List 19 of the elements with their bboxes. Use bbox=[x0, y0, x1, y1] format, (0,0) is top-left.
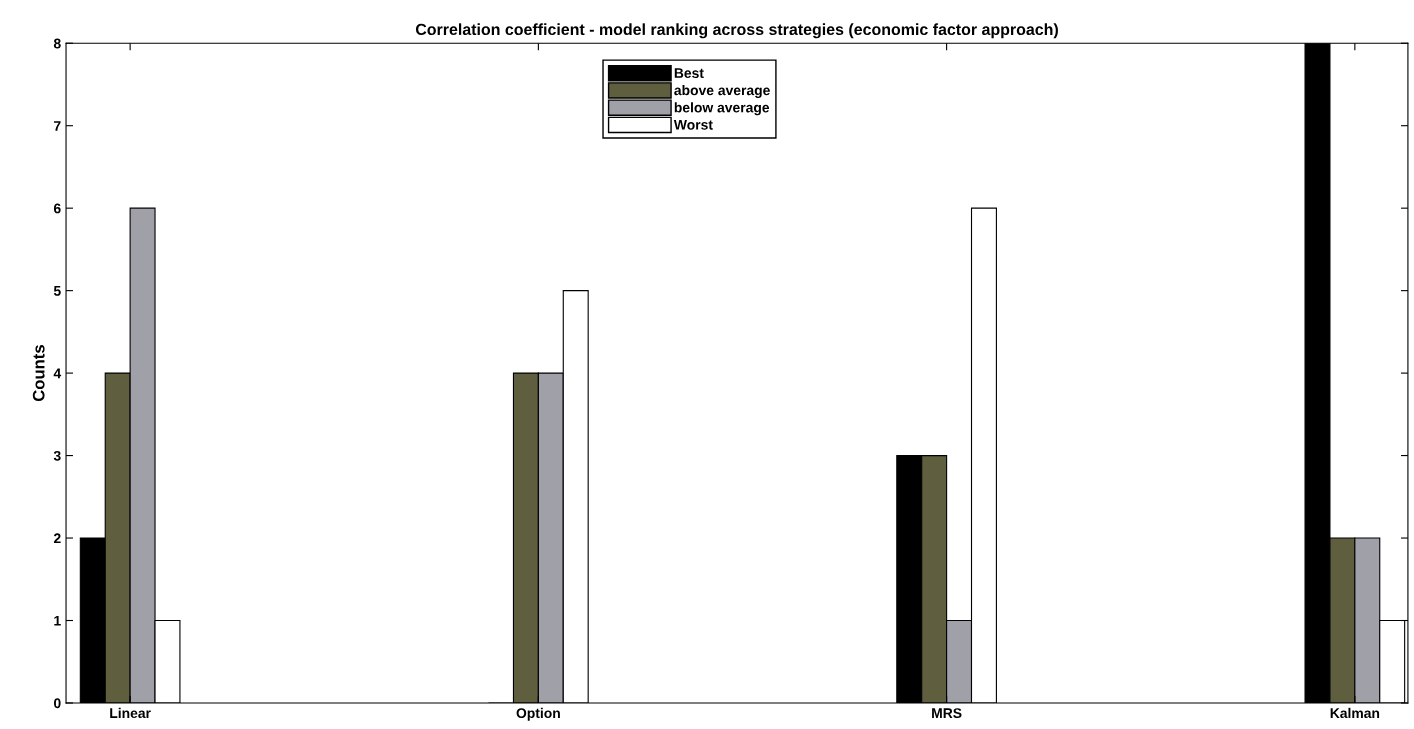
legend-label: below average bbox=[674, 102, 770, 116]
x-tick-label: Kalman bbox=[1330, 707, 1380, 719]
y-tick-label: 4 bbox=[53, 368, 62, 379]
y-tick-label: 6 bbox=[53, 203, 61, 214]
y-tick-label: 1 bbox=[54, 615, 61, 626]
y-tick-label: 2 bbox=[53, 533, 61, 544]
y-tick-label: 3 bbox=[53, 450, 61, 461]
x-tick-label: Linear bbox=[110, 707, 151, 719]
chart-title: Correlation coefficient - model ranking across strategies (economic factor approach) bbox=[415, 23, 1058, 39]
legend-label: above average bbox=[674, 85, 770, 99]
y-tick-label: 5 bbox=[53, 286, 61, 296]
x-tick-label: MRS bbox=[932, 708, 962, 719]
y-axis-title: Counts bbox=[32, 345, 45, 402]
x-tick-label: Option bbox=[516, 707, 560, 721]
legend-label: Best bbox=[674, 68, 704, 78]
y-tick-label: 0 bbox=[54, 698, 61, 709]
legend-label: Worst bbox=[673, 120, 713, 130]
y-tick-label: 8 bbox=[53, 38, 61, 49]
y-tick-label: 7 bbox=[54, 121, 61, 131]
